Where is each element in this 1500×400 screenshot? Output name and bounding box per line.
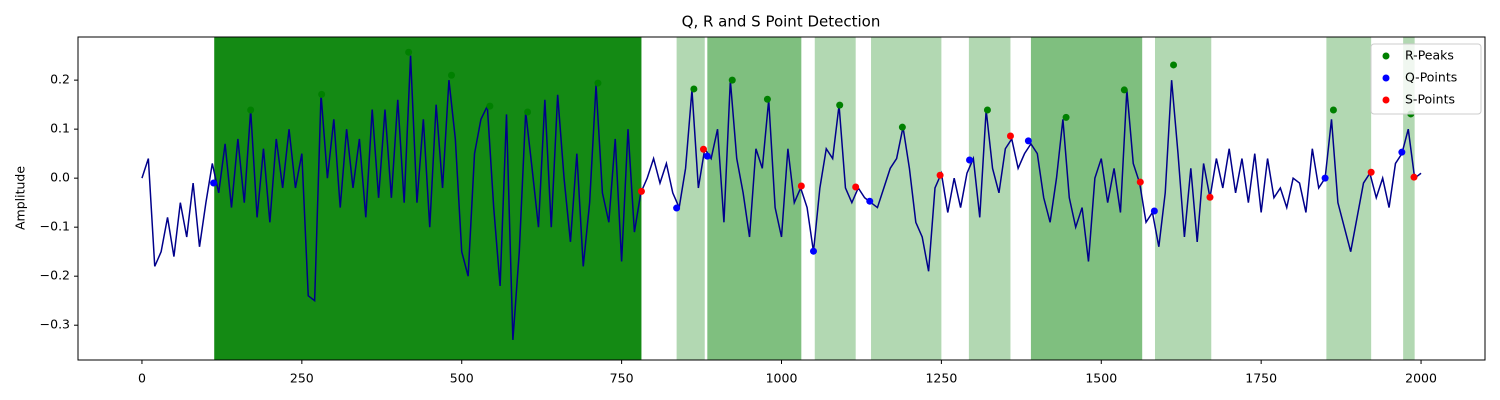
point	[936, 171, 944, 179]
shaded-region	[1403, 37, 1415, 360]
x-tick-label: 1250	[925, 371, 957, 386]
point	[447, 71, 455, 79]
point	[1006, 132, 1014, 140]
legend-marker	[1382, 52, 1390, 60]
point	[673, 204, 681, 212]
point	[1329, 106, 1337, 114]
point	[898, 123, 906, 131]
shaded-region	[707, 37, 802, 360]
point	[699, 145, 707, 153]
y-tick-label: −0.1	[40, 219, 70, 234]
shaded-region	[814, 37, 856, 360]
point	[1136, 178, 1144, 186]
point	[1410, 173, 1418, 181]
chart-title: Q, R and S Point Detection	[682, 13, 881, 31]
point	[1367, 168, 1375, 176]
point	[763, 95, 771, 103]
shaded-region	[1030, 37, 1143, 360]
point	[594, 79, 602, 87]
y-tick-label: 0.0	[50, 170, 70, 185]
x-tick-label: 1000	[766, 371, 798, 386]
point	[1398, 148, 1406, 156]
point	[690, 85, 698, 93]
y-axis-label: Amplitude	[13, 166, 28, 230]
point	[1321, 174, 1329, 182]
point	[637, 187, 645, 195]
point	[247, 106, 255, 114]
point	[318, 90, 326, 98]
legend-label: R-Peaks	[1405, 48, 1454, 63]
x-tick-label: 750	[610, 371, 634, 386]
point	[486, 102, 494, 110]
x-tick-label: 1750	[1245, 371, 1277, 386]
point	[524, 108, 532, 116]
point	[1120, 86, 1128, 94]
shaded-region	[871, 37, 942, 360]
shaded-region	[1326, 37, 1372, 360]
legend-label: Q-Points	[1405, 70, 1457, 85]
point	[966, 156, 974, 164]
legend-label: S-Points	[1405, 92, 1455, 107]
shaded-region	[1154, 37, 1212, 360]
point	[809, 247, 817, 255]
y-tick-label: 0.1	[50, 121, 70, 136]
point	[728, 76, 736, 84]
signal-line	[141, 55, 1422, 340]
y-tick-label: −0.2	[40, 268, 70, 283]
x-tick-label: 2000	[1405, 371, 1437, 386]
point	[1206, 193, 1214, 201]
y-tick-label: 0.2	[50, 72, 70, 87]
y-tick-label: −0.3	[40, 317, 70, 332]
point	[1062, 113, 1070, 121]
legend-box	[1370, 43, 1482, 115]
point	[836, 101, 844, 109]
point	[1150, 207, 1158, 215]
x-tick-label: 1500	[1085, 371, 1117, 386]
point	[703, 152, 711, 160]
legend-marker	[1382, 74, 1390, 82]
point	[852, 183, 860, 191]
point	[866, 197, 874, 205]
x-tick-label: 0	[138, 371, 146, 386]
point	[1170, 61, 1178, 69]
point	[1024, 137, 1032, 145]
x-tick-label: 500	[450, 371, 474, 386]
shaded-region	[968, 37, 1011, 360]
legend-marker	[1382, 96, 1390, 104]
point	[983, 106, 991, 114]
point	[405, 48, 413, 56]
point	[797, 182, 805, 190]
point	[210, 179, 218, 187]
x-tick-label: 250	[290, 371, 314, 386]
